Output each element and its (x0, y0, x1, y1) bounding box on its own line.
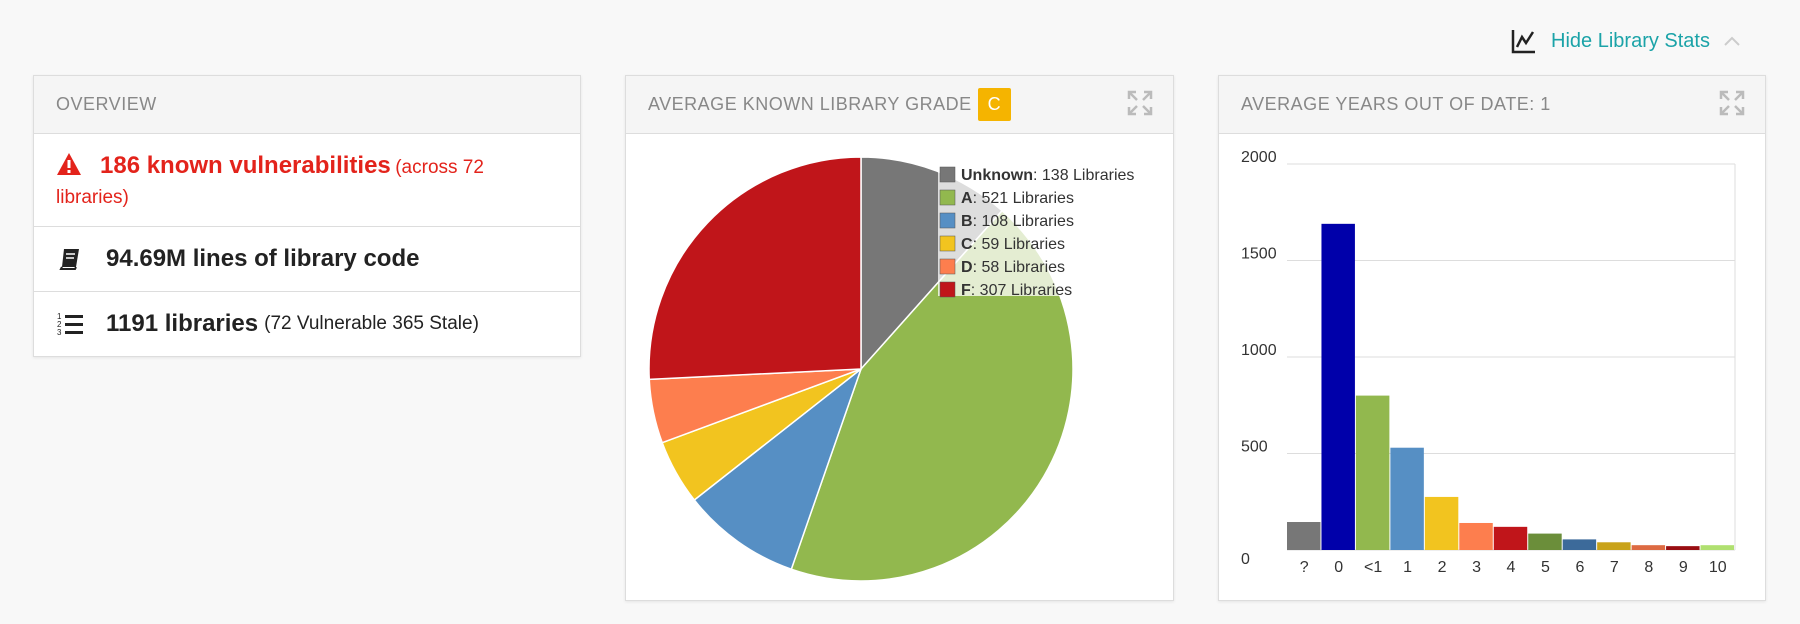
lines-of-code-row: 94.69M lines of library code (34, 227, 580, 292)
pie-legend: Unknown: 138 Libraries A: 521 Libraries B:… (938, 160, 1143, 299)
vulnerabilities-row[interactable]: 186 known vulnerabilities (across 72 lib… (34, 134, 580, 227)
x-tick-label: 2 (1438, 559, 1447, 576)
expand-icon[interactable] (1719, 90, 1745, 121)
legend-swatch (939, 235, 956, 252)
x-tick-label: ? (1300, 559, 1309, 576)
x-tick-label: 4 (1507, 559, 1516, 576)
x-tick-label: 0 (1334, 559, 1343, 576)
library-grade-header: AVERAGE KNOWN LIBRARY GRADE C (626, 76, 1173, 134)
svg-text:2: 2 (57, 320, 62, 329)
library-grade-panel: AVERAGE KNOWN LIBRARY GRADE C Unknown: 1… (625, 75, 1174, 601)
legend-swatch (939, 258, 956, 275)
x-tick-label: 9 (1679, 559, 1688, 576)
x-tick-label: 1 (1403, 559, 1412, 576)
y-tick-label: 2000 (1241, 149, 1277, 166)
libraries-count: 1191 libraries (106, 310, 259, 337)
pie-slice-f[interactable] (648, 156, 862, 381)
x-tick-label: 10 (1709, 559, 1727, 576)
legend-swatch (939, 166, 956, 183)
vulnerabilities-detail: (across 72 libraries) (56, 157, 484, 208)
legend-swatch (939, 189, 956, 206)
line-chart-icon (1511, 28, 1537, 54)
x-tick-label: 7 (1610, 559, 1619, 576)
legend-swatch (939, 281, 956, 298)
bar-12[interactable] (1700, 545, 1734, 550)
x-tick-label: 8 (1644, 559, 1653, 576)
x-tick-label: 5 (1541, 559, 1550, 576)
legend-item: F: 307 Libraries (961, 282, 1072, 299)
bar-8[interactable] (1562, 539, 1597, 550)
svg-text:3: 3 (57, 328, 62, 337)
x-tick-label: <1 (1364, 559, 1382, 576)
bar-1[interactable] (1321, 223, 1355, 550)
y-tick-label: 1500 (1241, 246, 1277, 263)
legend-item: A: 521 Libraries (961, 190, 1074, 207)
years-bar-chart: 0 500 1000 1500 2000? 0 <1 1 2 3 4 5 6 7 8 9 10 (1241, 149, 1736, 576)
bar-6[interactable] (1493, 526, 1528, 550)
overview-title: OVERVIEW (56, 94, 157, 114)
library-grade-title: AVERAGE KNOWN LIBRARY GRADE (648, 94, 972, 114)
legend-item: B: 108 Libraries (961, 213, 1074, 230)
bar-2[interactable] (1355, 395, 1390, 550)
years-out-of-date-header: AVERAGE YEARS OUT OF DATE: 1 (1219, 76, 1765, 134)
chevron-up-icon[interactable] (1724, 36, 1740, 46)
bar-0[interactable] (1287, 522, 1321, 550)
vulnerabilities-count: 186 known vulnerabilities (100, 152, 391, 179)
grade-badge: C (977, 88, 1011, 121)
legend-item: D: 58 Libraries (961, 259, 1065, 276)
warning-icon (56, 152, 82, 181)
bar-11[interactable] (1666, 546, 1700, 550)
bar-5[interactable] (1459, 522, 1493, 550)
y-tick-label: 0 (1241, 551, 1250, 568)
legend-item: C: 59 Libraries (961, 236, 1065, 253)
bar-grid: 0 500 1000 1500 2000 (1241, 149, 1736, 568)
overview-panel: OVERVIEW 186 known vulnerabilities (acro… (33, 75, 581, 357)
book-icon (56, 247, 84, 271)
grade-pie-chart: Unknown: 138 Libraries A: 521 Libraries B:… (648, 156, 1143, 582)
bar-9[interactable] (1597, 542, 1631, 550)
hide-library-stats-toggle[interactable]: Hide Library Stats (1511, 28, 1740, 54)
years-out-of-date-panel: AVERAGE YEARS OUT OF DATE: 1 0 500 1000 150… (1218, 75, 1766, 601)
expand-icon[interactable] (1127, 90, 1153, 121)
x-tick-label: 3 (1472, 559, 1481, 576)
y-tick-label: 1000 (1241, 342, 1277, 359)
pie-slice-b[interactable] (693, 366, 863, 571)
y-tick-label: 500 (1241, 439, 1268, 456)
bar-10[interactable] (1631, 545, 1666, 550)
hide-library-stats-label[interactable]: Hide Library Stats (1551, 29, 1710, 52)
overview-header: OVERVIEW (34, 76, 580, 134)
lines-of-code-text: 94.69M lines of library code (106, 245, 420, 272)
legend-swatch (939, 212, 956, 229)
x-tick-label: 6 (1575, 559, 1584, 576)
bar-7[interactable] (1528, 533, 1562, 550)
libraries-detail: (72 Vulnerable 365 Stale) (264, 313, 479, 334)
svg-text:1: 1 (57, 312, 62, 321)
bar-3[interactable] (1390, 447, 1424, 550)
years-out-of-date-title: AVERAGE YEARS OUT OF DATE: 1 (1241, 94, 1551, 114)
bar-4[interactable] (1424, 496, 1459, 550)
legend-item: Unknown: 138 Libraries (961, 167, 1134, 184)
